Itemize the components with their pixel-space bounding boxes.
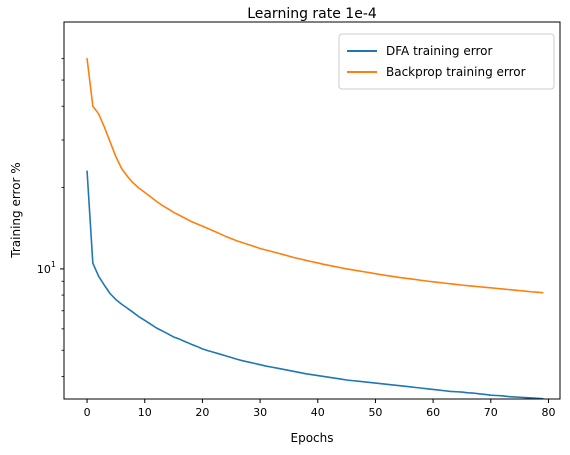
plot-frame [63, 21, 561, 400]
x-tick-label: 20 [195, 406, 209, 419]
legend-box [338, 33, 555, 90]
x-tick-label: 70 [484, 406, 498, 419]
chart-title: Learning rate 1e-4 [247, 6, 377, 22]
x-axis-ticks: 0 10 20 30 40 50 60 70 80 [84, 399, 555, 419]
y-axis-label: Training error % [9, 162, 23, 258]
x-tick-label: 50 [368, 406, 382, 419]
backprop-training-error-line [86, 57, 544, 294]
x-tick-label: 60 [426, 406, 440, 419]
legend: DFA training error Backprop training err… [338, 33, 555, 90]
x-axis-label: Epochs [291, 431, 334, 445]
dfa-training-error-line [86, 170, 544, 400]
y-tick-label: 101 [37, 260, 56, 276]
x-tick-label: 30 [253, 406, 267, 419]
x-tick-label: 0 [84, 406, 91, 419]
y-axis-ticks: 101 [37, 58, 64, 377]
legend-label-dfa: DFA training error [386, 44, 492, 58]
x-tick-label: 40 [311, 406, 325, 419]
legend-label-backprop: Backprop training error [386, 65, 526, 79]
x-tick-label: 80 [541, 406, 555, 419]
x-tick-label: 10 [138, 406, 152, 419]
series-lines [86, 57, 544, 400]
